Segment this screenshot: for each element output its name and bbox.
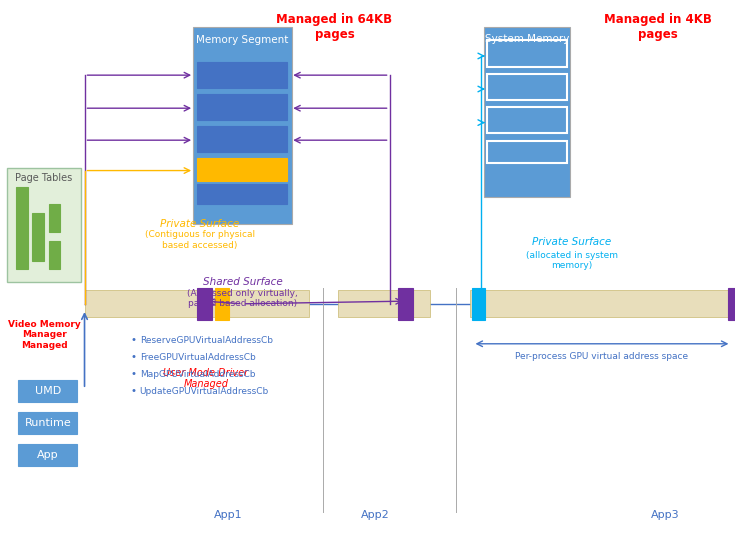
Text: Shared Surface: Shared Surface — [203, 277, 282, 287]
Text: Managed in 4KB
pages: Managed in 4KB pages — [604, 13, 711, 42]
Text: User Mode Driver
Managed: User Mode Driver Managed — [163, 368, 248, 390]
FancyBboxPatch shape — [487, 107, 567, 133]
FancyBboxPatch shape — [215, 288, 229, 320]
Text: Private Surface: Private Surface — [160, 219, 240, 229]
Text: App3: App3 — [651, 510, 679, 520]
Text: Memory Segment: Memory Segment — [196, 35, 288, 45]
Text: ReserveGPUVirtualAddressCb: ReserveGPUVirtualAddressCb — [140, 336, 273, 344]
FancyBboxPatch shape — [398, 288, 413, 320]
Text: •: • — [131, 386, 137, 396]
FancyBboxPatch shape — [197, 126, 287, 152]
FancyBboxPatch shape — [197, 62, 287, 88]
FancyBboxPatch shape — [197, 158, 287, 181]
Text: (allocated in system
memory): (allocated in system memory) — [526, 251, 618, 270]
FancyBboxPatch shape — [487, 141, 567, 163]
FancyBboxPatch shape — [472, 288, 485, 320]
Text: UMD: UMD — [35, 386, 61, 396]
FancyBboxPatch shape — [197, 288, 212, 320]
FancyBboxPatch shape — [49, 204, 60, 232]
Text: •: • — [131, 352, 137, 362]
Text: (Accessed only virtually,
paged based allocation): (Accessed only virtually, paged based al… — [187, 289, 298, 308]
FancyBboxPatch shape — [338, 290, 430, 317]
FancyBboxPatch shape — [484, 27, 570, 197]
Text: Managed in 64KB
pages: Managed in 64KB pages — [276, 13, 392, 42]
Text: App1: App1 — [214, 510, 242, 520]
Text: UpdateGPUVirtualAddressCb: UpdateGPUVirtualAddressCb — [140, 387, 269, 395]
FancyBboxPatch shape — [7, 168, 81, 282]
Text: (Contiguous for physical
based accessed): (Contiguous for physical based accessed) — [145, 230, 255, 249]
FancyBboxPatch shape — [197, 94, 287, 120]
FancyBboxPatch shape — [49, 241, 60, 269]
Text: •: • — [131, 369, 137, 379]
FancyBboxPatch shape — [197, 184, 287, 204]
FancyBboxPatch shape — [16, 187, 28, 269]
Text: Per-process GPU virtual address space: Per-process GPU virtual address space — [514, 352, 688, 361]
Text: Page Tables: Page Tables — [15, 173, 73, 183]
Text: FreeGPUVirtualAddressCb: FreeGPUVirtualAddressCb — [140, 353, 255, 361]
FancyBboxPatch shape — [728, 288, 735, 320]
FancyBboxPatch shape — [487, 74, 567, 100]
Text: Runtime: Runtime — [24, 418, 71, 428]
Text: System Memory: System Memory — [485, 34, 569, 44]
FancyBboxPatch shape — [18, 380, 77, 402]
Text: Private Surface: Private Surface — [532, 237, 612, 247]
FancyBboxPatch shape — [18, 444, 77, 466]
Text: App2: App2 — [360, 510, 390, 520]
FancyBboxPatch shape — [193, 27, 292, 224]
Text: MapGPUVirtualAddressCb: MapGPUVirtualAddressCb — [140, 370, 255, 378]
Text: •: • — [131, 335, 137, 345]
FancyBboxPatch shape — [470, 290, 731, 317]
FancyBboxPatch shape — [85, 290, 309, 317]
Text: App: App — [37, 450, 59, 460]
FancyBboxPatch shape — [18, 412, 77, 434]
Text: Video Memory
Manager
Managed: Video Memory Manager Managed — [8, 320, 80, 350]
FancyBboxPatch shape — [487, 40, 567, 67]
FancyBboxPatch shape — [32, 213, 44, 261]
